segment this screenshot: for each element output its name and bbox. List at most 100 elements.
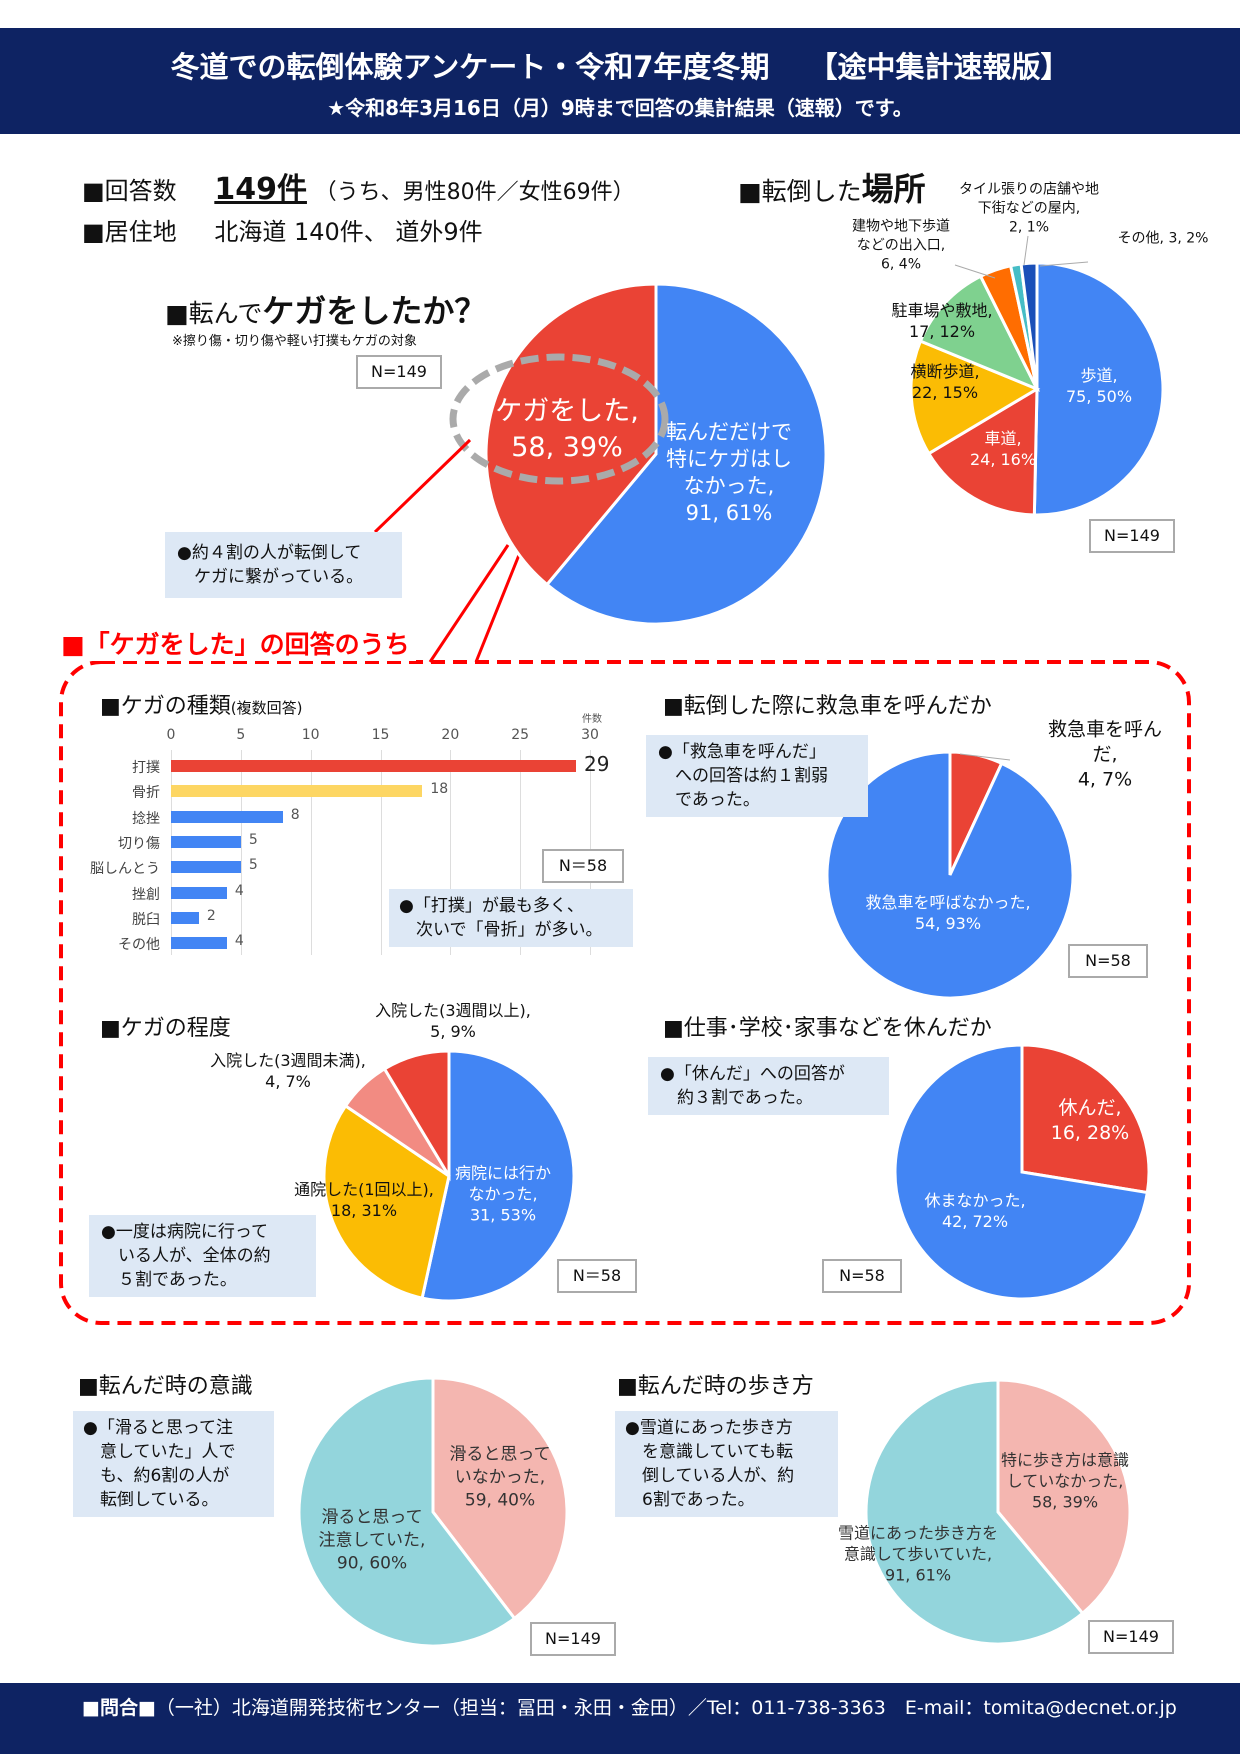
pie-slice [893,1043,1150,1301]
bar-tick-label: 25 [511,727,530,743]
slice-label: 駐車場や敷地, 17, 12% [891,301,993,341]
walking-pie [864,1378,1132,1646]
awareness-callout: ●「滑ると思って注 意していた」人で も、約6割の人が 転倒している。 [73,1411,274,1517]
slice-label: 救急車を呼んだ, 4, 7% [1047,718,1162,791]
location-n-box: N=149 [1089,519,1175,553]
subgroup-title: ■「ケガをした」の回答のうち [61,625,416,661]
highlight-ellipse [449,353,669,485]
bar-value-label: 18 [430,781,449,798]
bar-tick-label: 20 [441,727,460,743]
bar-tick-label: 0 [166,727,176,743]
responses-line: ■回答数 149件 （うち、男性80件／女性69件） [82,164,635,208]
bar [171,810,283,823]
bar-gridline [310,750,312,955]
pie-slice [420,1049,576,1303]
injury-note: ※擦り傷・切り傷や軽い打撲もケガの対象 [172,334,417,349]
severity-pie [322,1049,576,1303]
bar-value-label: 4 [234,933,244,950]
connector-line [428,544,510,663]
leader-lines [954,235,1089,761]
ambulance-n-box: N=58 [1068,944,1148,978]
bar-tick-label: 30 [581,727,599,743]
types-callout: ●「打撲」が最も多く、 次いで「骨折」が多い。 [389,889,633,947]
bar-row: 捻挫 8 [0,805,600,830]
injury-n-box: N=149 [356,355,442,389]
severity-title: ■ケガの程度 [100,1016,231,1041]
ambulance-callout: ●「救急車を呼んだ」 への回答は約１割弱 であった。 [646,735,868,817]
pie-slice [1020,1043,1151,1195]
injury-callout: ●約４割の人が転倒して ケガに繋がっている。 [165,532,402,598]
pie-slice [1019,261,1039,390]
pie-slice [909,339,1041,456]
bar-tick-label: 15 [371,727,390,743]
page-title: 冬道での転倒体験アンケート・令和7年度冬期 【途中集計速報版】 [170,50,1070,84]
bar-category-label: その他 [118,937,160,954]
walking-title: ■転んだ時の歩き方 [617,1374,814,1399]
bar [171,937,227,950]
page-header: 冬道での転倒体験アンケート・令和7年度冬期 【途中集計速報版】 ★令和8年3月1… [0,28,1240,134]
bar-category-label: 骨折 [132,785,160,802]
responses-value: 149件 [214,172,307,207]
types-n-box: N＝58 [542,849,624,883]
bar-value-label: 4 [234,882,244,899]
location-title: ■転倒した場所 [738,170,926,208]
bar-row: 脱臼 2 [0,906,600,931]
rest-title: ■仕事･学校･家事などを休んだか [663,1016,992,1041]
awareness-n-box: N=149 [530,1622,616,1656]
bar-row: 切り傷 5 [0,830,600,855]
contact-footer: ■問合■（一社）北海道開発技術センター（担当：冨田・永田・金田）／Tel：011… [0,1683,1240,1754]
rest-callout: ●「休んだ」への回答が 約３割であった。 [648,1057,889,1115]
walking-callout: ●雪道にあった歩き方 を意識していても転 倒している人が、約 6割であった。 [615,1411,838,1517]
slice-label: その他, 3, 2% [1117,230,1209,247]
location-pie [909,261,1165,517]
bar [171,886,227,899]
slice-label: 雪道にあった歩き方を 意識して歩いていた, 91, 61% [837,1523,999,1585]
pie-slice [297,1376,517,1648]
ambulance-pie [825,750,1075,1000]
awareness-pie [297,1376,569,1648]
bar-value-label: 29 [584,752,610,776]
bar [171,760,577,772]
bar [171,911,199,924]
pie-slice [926,386,1039,517]
bar-tick-label: 10 [301,727,320,743]
types-title: ■ケガの種類(複数回答) [100,694,303,719]
slice-label: 転んだだけで 特にケガはし なかった, 91, 61% [666,420,792,525]
pie-slice [382,1049,451,1182]
severity-callout: ●一度は病院に行って いる人が、全体の約 ５割であった。 [89,1215,316,1297]
bar-category-label: 挫創 [132,886,160,903]
pie-slice [544,282,828,626]
bar [171,785,423,798]
severity-n-box: N＝58 [557,1259,637,1293]
slice-label: 特に歩き方は意識 していなかった, 58, 39% [1000,1450,1130,1512]
residence-line: ■居住地 北海道 140件、 道外9件 [82,212,483,247]
slice-label: 滑ると思って 注意していた, 90, 60% [318,1507,426,1574]
slice-label: 救急車を呼ばなかった, 54, 93% [865,893,1031,933]
bar-row: その他 4 [0,931,600,956]
slice-label: 病院には行か なかった, 31, 53% [454,1163,552,1225]
awareness-title: ■転んだ時の意識 [78,1374,253,1399]
pie-slice [431,1376,569,1621]
responses-label: ■回答数 [82,177,177,205]
bar [171,861,241,874]
slice-label: 入院した(3週間未満), 4, 7% [210,1051,366,1091]
bar-category-label: 切り傷 [118,835,160,852]
bar-gridline [520,750,522,955]
bar-tick-label: 5 [236,727,246,743]
contact-text: （一社）北海道開発技術センター（担当：冨田・永田・金田）／Tel：011-738… [155,1697,1177,1719]
page-subtitle: ★令和8年3月16日（月）9時まで回答の集計結果（速報）です。 [327,96,913,120]
rest-pie [893,1043,1151,1301]
subgroup-frame [59,660,1191,1325]
bar-value-label: 8 [290,806,300,823]
bar-category-label: 脳しんとう [90,861,160,878]
slice-label: 建物や地下歩道 などの出入口, 6, 4% [852,218,950,273]
slice-label: 入院した(3週間以上), 5, 9% [375,1001,531,1041]
pie-slice [864,1378,1085,1646]
bar-category-label: 捻挫 [132,810,160,827]
slice-label: 休まなかった, 42, 72% [924,1191,1026,1231]
slice-label: 通院した(1回以上), 18, 31% [294,1180,434,1220]
residence-label: ■居住地 [82,218,177,246]
ambulance-title: ■転倒した際に救急車を呼んだか [663,694,992,719]
bar-gridline [380,750,382,955]
